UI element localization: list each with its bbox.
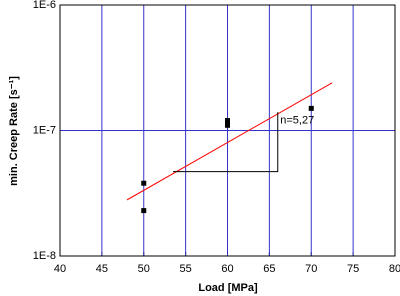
x-tick-label: 45 <box>96 263 108 275</box>
point <box>308 105 314 111</box>
x-tick-label: 40 <box>54 263 66 275</box>
point <box>141 208 147 214</box>
line <box>126 82 333 201</box>
point <box>225 122 230 128</box>
y-tick-label: 1E-6 <box>33 0 56 11</box>
x-tick-label: 70 <box>305 263 317 275</box>
y-axis-label: min. Creep Rate [s⁻¹] <box>8 76 20 186</box>
x-axis-label: Load [MPa] <box>198 282 258 294</box>
y-tick-label: 1E-7 <box>33 124 56 136</box>
x-tick-label: 50 <box>138 263 150 275</box>
x-tick-label: 75 <box>347 263 359 275</box>
annotation: n=5,27 <box>280 114 314 126</box>
plot-frame <box>59 4 396 257</box>
x-tick-label: 65 <box>263 263 275 275</box>
y-tick-label: 1E-8 <box>33 250 56 262</box>
x-tick-label: 55 <box>180 263 192 275</box>
point <box>141 180 147 186</box>
line <box>173 112 279 173</box>
point <box>225 118 230 124</box>
x-tick-label: 60 <box>221 263 233 275</box>
x-tick-label: 80 <box>389 263 400 275</box>
